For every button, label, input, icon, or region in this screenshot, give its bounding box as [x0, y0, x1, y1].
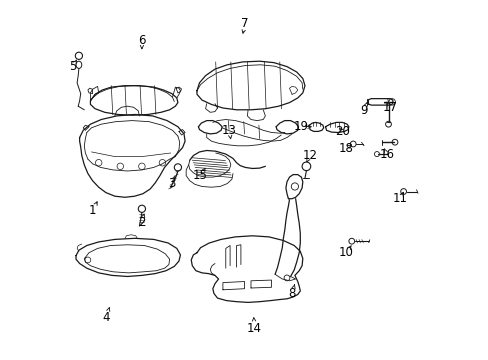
Text: 3: 3 — [167, 177, 175, 190]
Text: 4: 4 — [102, 311, 109, 324]
Text: 11: 11 — [392, 192, 407, 205]
Text: 1: 1 — [89, 204, 96, 217]
Text: 8: 8 — [288, 287, 295, 300]
Text: 15: 15 — [193, 169, 207, 182]
Text: 5: 5 — [69, 60, 76, 73]
Text: 12: 12 — [302, 149, 317, 162]
Text: 6: 6 — [138, 34, 145, 47]
Text: 7: 7 — [241, 17, 248, 30]
Text: 17: 17 — [382, 101, 397, 114]
Text: 20: 20 — [334, 125, 349, 138]
Text: 14: 14 — [246, 322, 262, 335]
Text: 19: 19 — [293, 120, 308, 133]
Text: 10: 10 — [338, 246, 353, 259]
Text: 18: 18 — [338, 142, 353, 155]
Text: 2: 2 — [138, 216, 145, 229]
Text: 9: 9 — [360, 104, 367, 117]
Text: 16: 16 — [378, 148, 393, 161]
Text: 13: 13 — [222, 124, 236, 137]
